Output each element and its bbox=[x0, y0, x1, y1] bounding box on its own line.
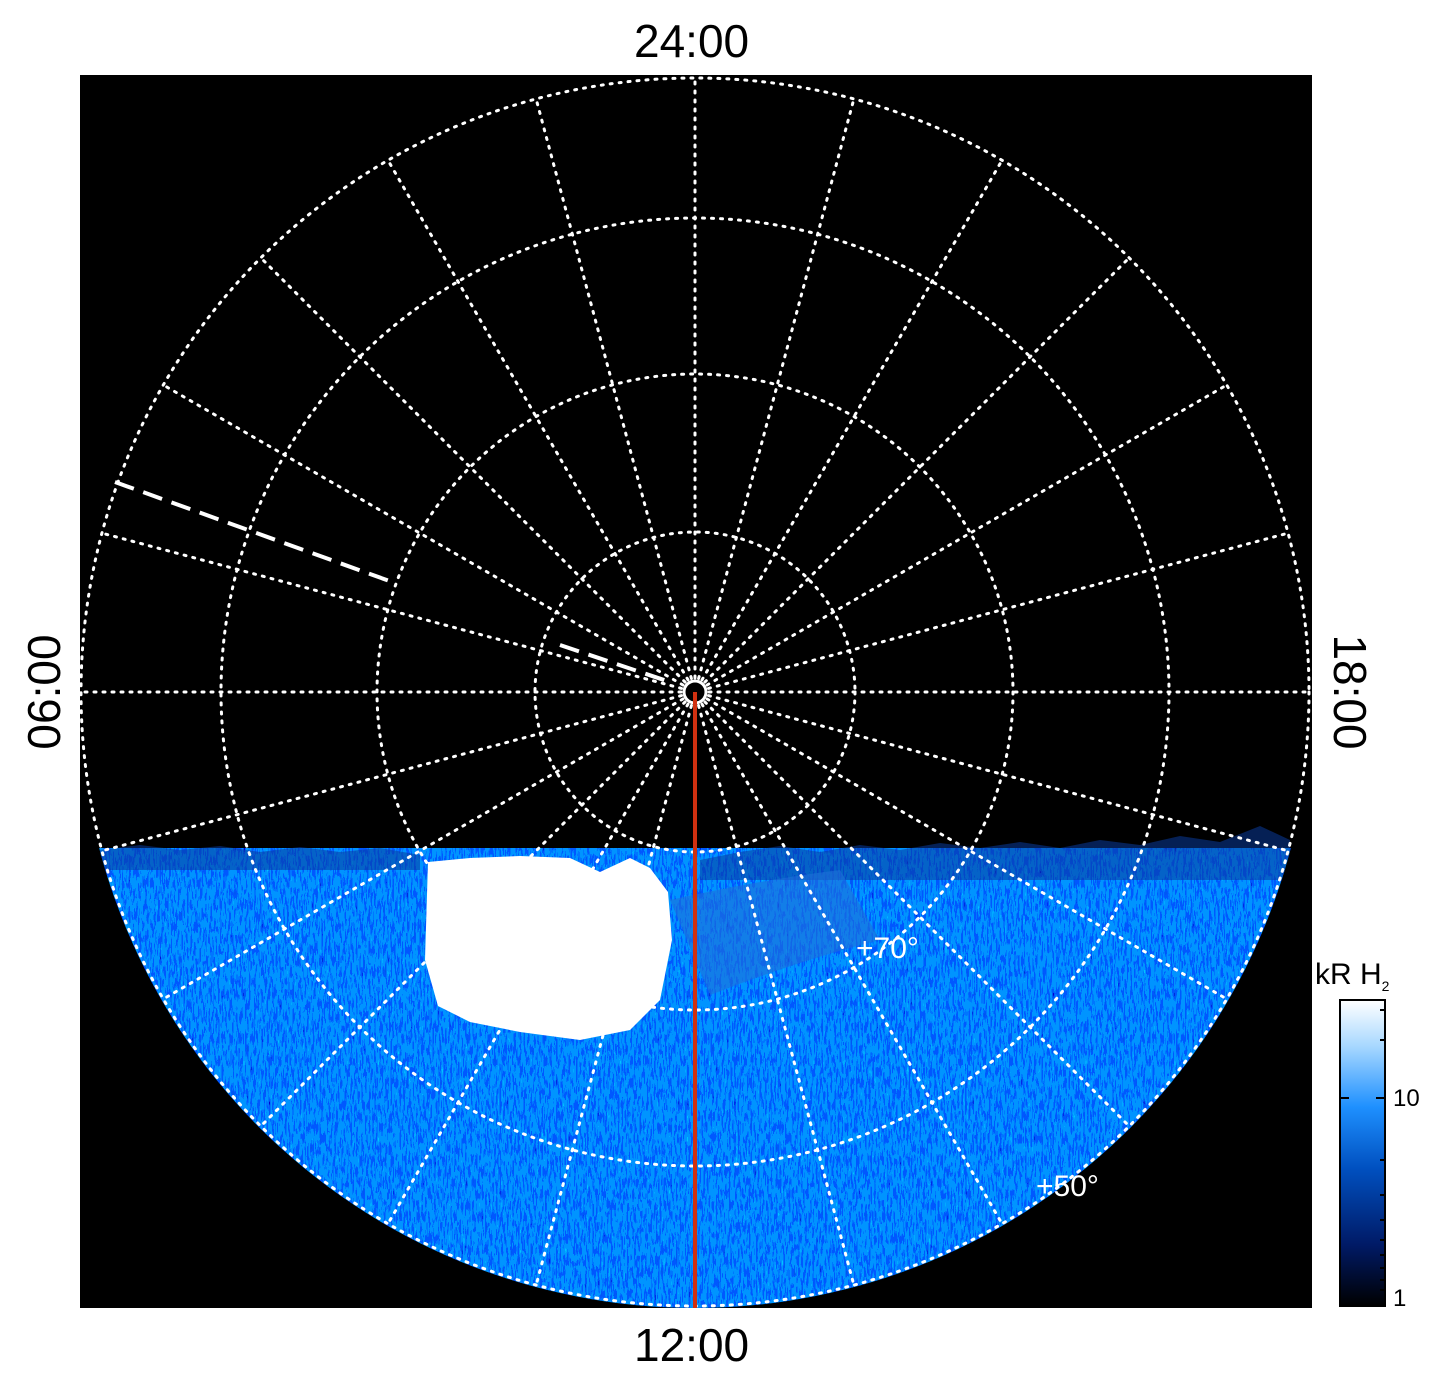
meridian-line bbox=[161, 383, 685, 687]
meridian-line bbox=[697, 704, 856, 1287]
latitude-label-50: +50° bbox=[1036, 1170, 1099, 1203]
colorbar-ticks bbox=[1340, 1009, 1385, 1291]
dashed-marker-line bbox=[114, 480, 396, 585]
colorbar-tick-10: 10 bbox=[1393, 1085, 1420, 1112]
meridian-line bbox=[534, 704, 693, 1287]
meridian-line bbox=[705, 697, 1229, 1001]
meridian-line bbox=[700, 702, 1004, 1226]
colorbar bbox=[1339, 999, 1386, 1307]
meridian-line bbox=[703, 700, 1131, 1128]
meridian-line bbox=[697, 97, 856, 680]
meridian-line bbox=[534, 97, 693, 680]
meridian-line bbox=[259, 700, 687, 1128]
emission-ragged-edge bbox=[100, 826, 1290, 880]
aurora-arc bbox=[670, 870, 880, 995]
meridian-line bbox=[259, 256, 687, 684]
noon-label: 12:00 bbox=[634, 1319, 750, 1371]
meridian-line bbox=[161, 697, 685, 1001]
colorbar-title: kR H2 bbox=[1315, 958, 1390, 994]
latitude-label-70: +70° bbox=[856, 932, 919, 965]
meridian-line bbox=[100, 531, 683, 690]
meridian-line bbox=[705, 383, 1229, 687]
meridian-line bbox=[707, 531, 1290, 690]
midnight-label: 24:00 bbox=[634, 15, 750, 67]
meridian-grid bbox=[79, 76, 1311, 1308]
colorbar-tick-1: 1 bbox=[1393, 1285, 1407, 1312]
meridian-line bbox=[386, 158, 690, 682]
dashed-marker-line-inner bbox=[559, 643, 671, 684]
meridian-line bbox=[100, 694, 683, 853]
meridian-line bbox=[707, 694, 1290, 853]
meridian-line bbox=[700, 158, 1004, 682]
meridian-line bbox=[386, 702, 690, 1226]
meridian-line bbox=[703, 256, 1131, 684]
